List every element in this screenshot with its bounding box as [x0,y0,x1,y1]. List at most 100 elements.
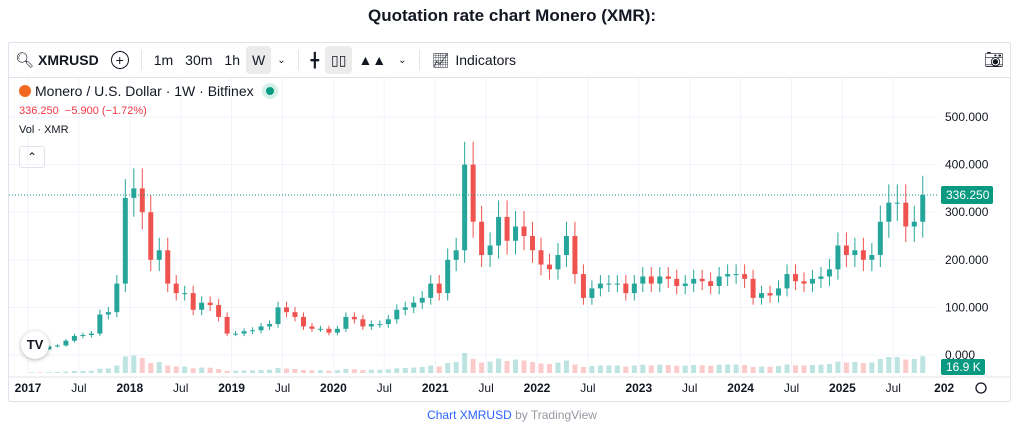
volume-bar [572,364,578,373]
plus-circle-icon: + [110,51,129,69]
candle-body [750,278,756,298]
volume-bar [521,360,527,373]
volume-bar [190,368,196,373]
candle-body [428,283,434,298]
x-tick-label: Jul [275,381,290,395]
volume-bar [716,364,722,373]
volume-bar [776,366,782,373]
x-tick-label: Jul [173,381,188,395]
candle-body [173,283,179,294]
volume-bar [80,370,86,373]
candle-body [148,212,154,260]
monero-logo-icon [19,85,31,97]
candle-body [479,221,485,256]
volume-bar [894,357,900,373]
volume-bar [71,371,77,373]
price-chart[interactable]: 500.000 400.000 300.000 200.000 100.000 0.000… [9,43,1010,401]
volume-bar [708,365,714,373]
candle-body [614,283,620,285]
candle-body [394,309,400,320]
volume-badge [941,359,985,375]
candle-body [275,307,281,325]
interval-1m[interactable]: 1m [153,52,174,68]
candles-style-button[interactable]: ▯▯ [325,46,353,74]
volume-bar [793,365,798,373]
indicators-button[interactable]: 📈︎ Indicators [426,46,522,74]
volume-bar [843,362,849,373]
candle-body [300,316,306,327]
candle-body [733,274,739,276]
candle-body [597,283,603,289]
interval-1h[interactable]: 1h [224,52,240,68]
volume-bar [54,372,60,373]
volume-bar [886,357,892,373]
volume-bar [351,369,357,373]
x-tick-label: 2025 [829,381,856,395]
candle-body [776,288,782,296]
candle-body [563,236,569,256]
volume-bar [487,361,493,373]
settings-gear-icon[interactable] [975,382,987,394]
bars-style-button[interactable]: ╋ [305,46,325,74]
compare-button[interactable]: + [105,46,135,74]
candle-body [385,319,391,325]
collapse-legend-button[interactable]: ⌃ [19,146,45,168]
candle-body [903,202,909,227]
x-tick-label: 2021 [422,381,449,395]
candle-body [54,345,60,347]
candle-body [504,216,510,241]
candle-body [402,307,408,310]
candle-body [555,255,561,270]
chart-style-dropdown[interactable]: ⌄ [392,46,412,74]
candle-body [826,269,832,277]
y-tick-label: 100.000 [945,300,989,314]
candle-body [708,281,714,286]
volume-bar [284,368,289,373]
volume-bar [250,370,256,373]
candle-body [631,283,637,294]
candle-body [843,245,849,256]
candle-body [487,245,493,256]
volume-bar [385,369,391,373]
candle-body [88,333,94,336]
volume-bar [105,368,111,373]
volume-bar [156,362,162,373]
candle-body [139,188,145,213]
interval-30m[interactable]: 30m [185,52,213,68]
volume-bar [614,365,620,373]
volume-bar [903,359,909,373]
volume-bar [326,370,332,373]
candle-body [894,202,900,204]
candle-body [759,293,765,298]
candle-body [911,221,917,227]
chart-link[interactable]: Chart XMRUSD [427,408,512,422]
divider [418,50,420,70]
volume-bar [402,368,408,373]
candle-body [920,194,926,222]
area-style-button[interactable]: ▲▲ [352,46,392,74]
candle-body [267,324,273,327]
volume-bar [852,362,858,373]
interval-dropdown[interactable]: ⌄ [271,46,291,74]
candle-body [538,250,544,265]
candle-body [648,276,654,284]
footer: Chart XMRUSD by TradingView [0,408,1024,422]
candle-body [80,335,86,337]
volume-bar [377,369,383,373]
volume-bar [665,365,671,373]
x-tick-label: Jul [784,381,799,395]
volume-bar [292,369,298,373]
volume-bar [546,364,552,373]
candle-body [351,316,357,320]
volume-bar [470,359,476,373]
candle-body [411,302,417,308]
candle-body [589,288,595,298]
symbol-search-button[interactable]: 🔍︎ XMRUSD [9,46,105,74]
candle-body [97,314,103,334]
tradingview-logo[interactable]: TV [21,331,49,359]
volume-bar [199,367,205,373]
candle-body [809,278,815,284]
screenshot-button[interactable]: 📷︎ [978,46,1010,74]
volume-bar [411,367,417,373]
interval-W[interactable]: W [245,46,272,74]
